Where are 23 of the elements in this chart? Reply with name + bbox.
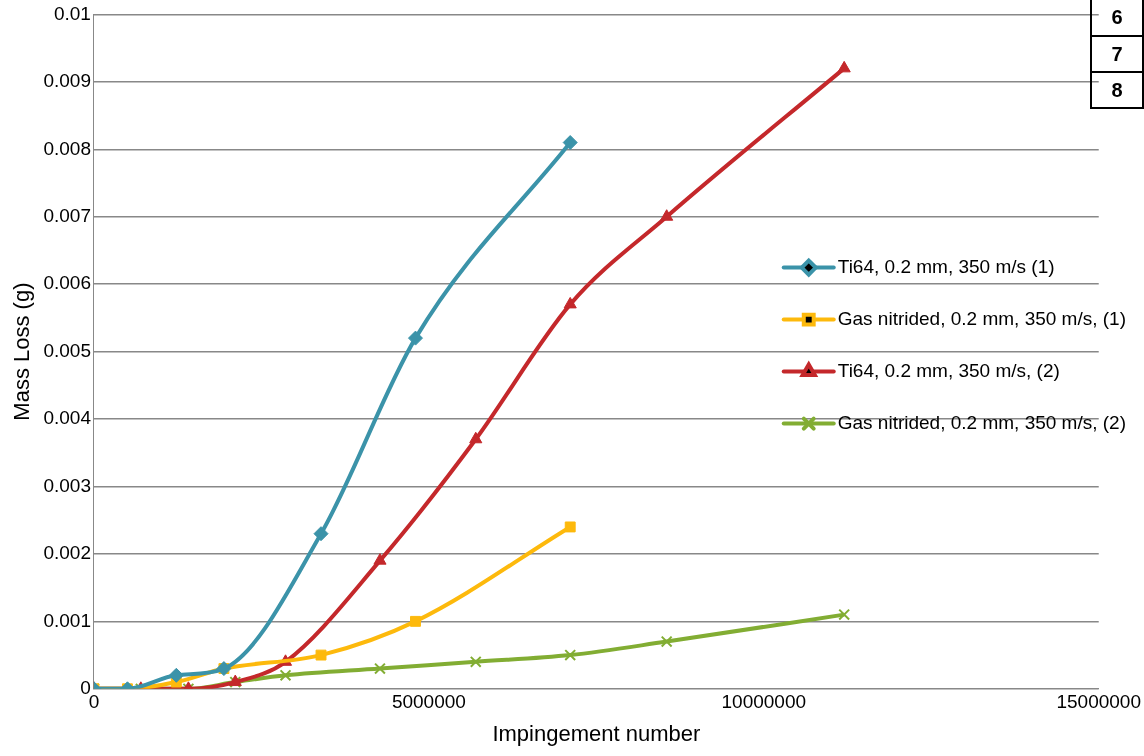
text: 7 xyxy=(1091,36,1143,72)
legend-label: Ti64, 0.2 mm, 350 m/s, (2) xyxy=(837,359,1060,381)
x-tick-label: 15000000 xyxy=(1056,691,1142,713)
y-axis-title: Mass Loss (g) xyxy=(9,282,35,421)
x-axis-title: Impingement number xyxy=(492,720,701,746)
x-tick-label: 5000000 xyxy=(391,691,466,713)
x-tick-label: 10000000 xyxy=(721,691,807,713)
legend-label: Gas nitrided, 0.2 mm, 350 m/s, (2) xyxy=(837,411,1126,433)
text: 8 xyxy=(1091,72,1143,108)
y-tick-label: 0.008 xyxy=(43,137,91,159)
y-tick-label: 0.007 xyxy=(43,204,91,226)
y-tick-label: 0.002 xyxy=(43,542,91,564)
y-tick-label: 0.003 xyxy=(43,474,91,496)
y-tick-label: 0.009 xyxy=(43,70,91,92)
y-tick-label: 0.006 xyxy=(43,272,91,294)
legend-label: Gas nitrided, 0.2 mm, 350 m/s, (1) xyxy=(837,307,1126,329)
y-tick-label: 0.001 xyxy=(43,609,91,631)
y-tick-label: 0.005 xyxy=(43,339,91,361)
y-tick-label: 0.004 xyxy=(43,407,92,429)
text: 6 xyxy=(1091,0,1143,36)
y-tick-label: 0 xyxy=(80,677,91,699)
legend-label: Ti64, 0.2 mm, 350 m/s (1) xyxy=(837,255,1055,277)
y-tick-label: 0.01 xyxy=(53,2,91,24)
